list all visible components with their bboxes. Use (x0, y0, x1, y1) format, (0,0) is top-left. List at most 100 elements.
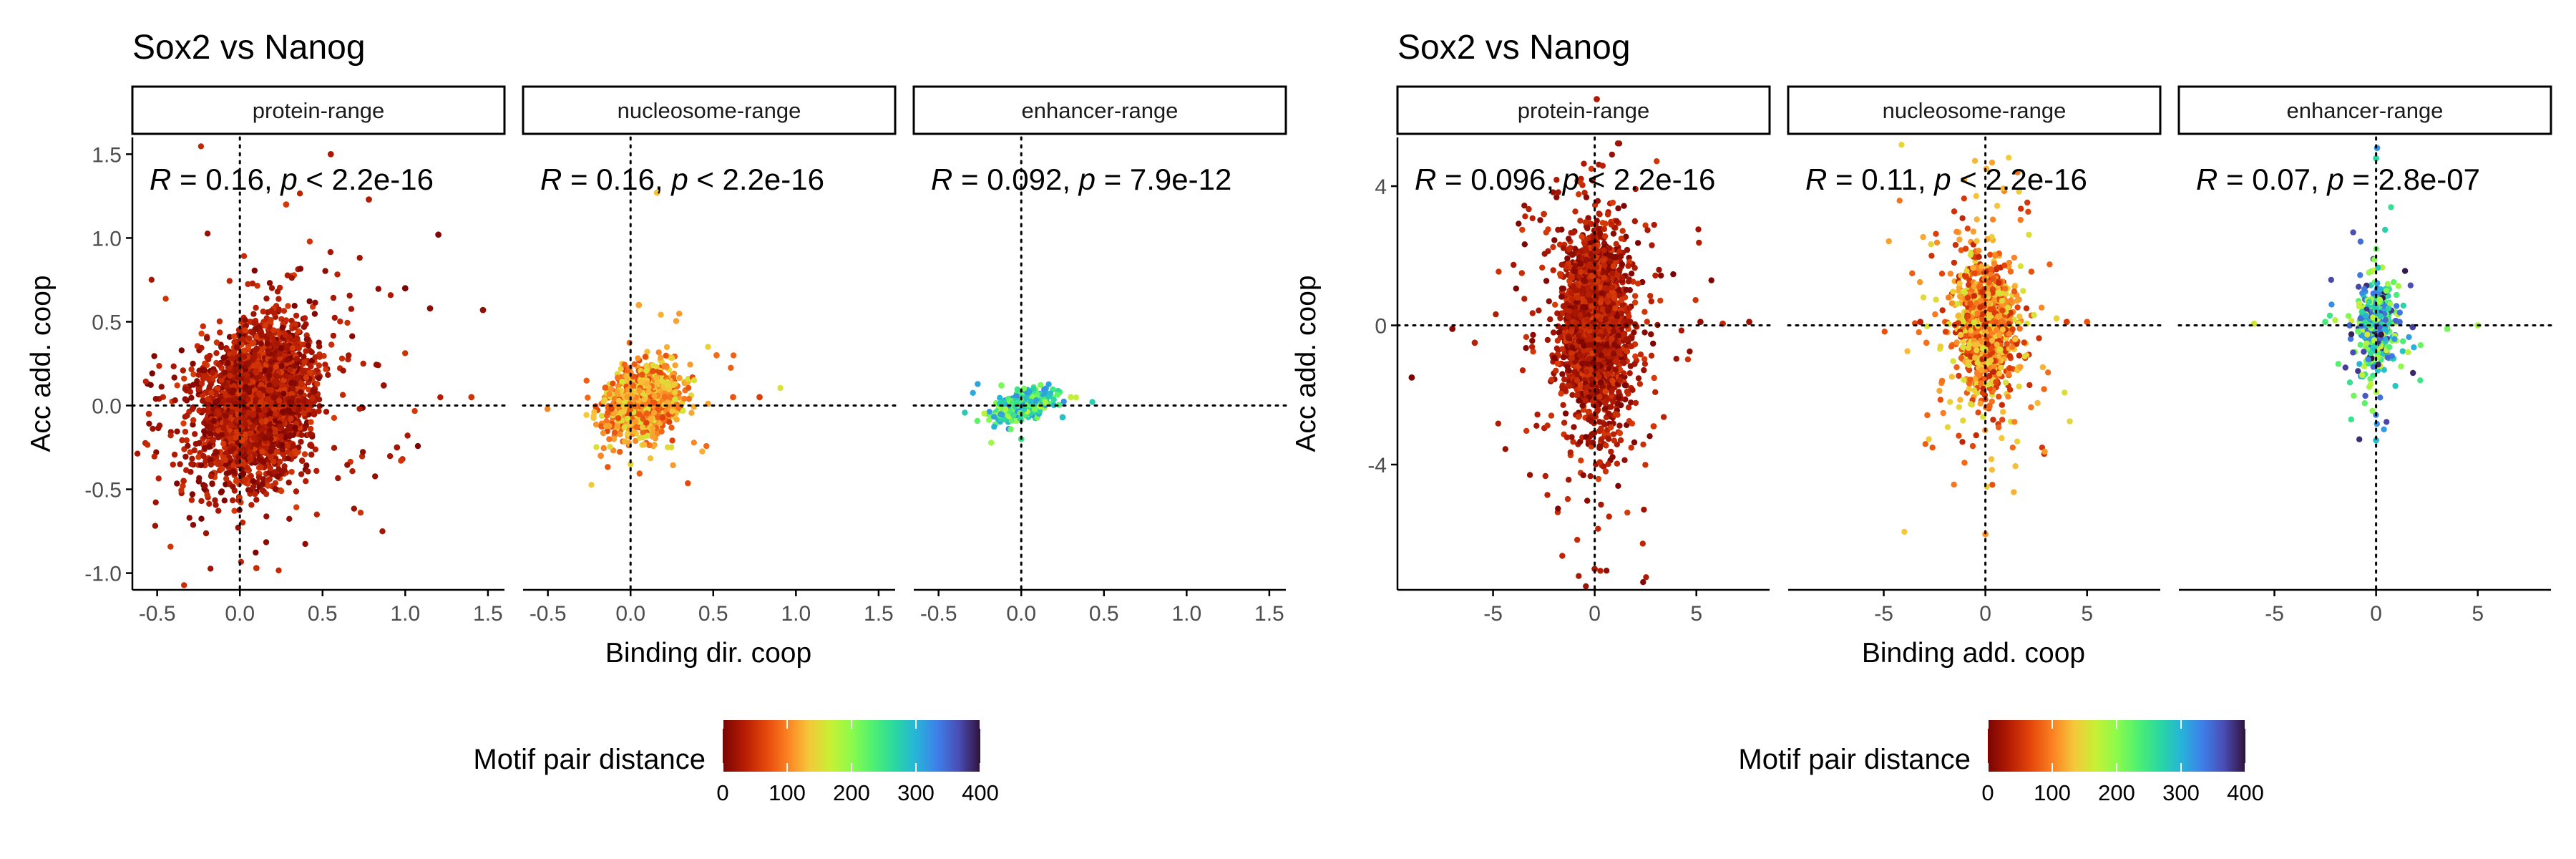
data-point (301, 451, 308, 457)
data-point (602, 384, 609, 391)
data-point (268, 308, 274, 314)
data-point (266, 367, 273, 373)
data-point (212, 497, 218, 503)
data-point (171, 374, 177, 381)
data-point (292, 424, 298, 431)
data-point (307, 369, 313, 376)
data-point (152, 396, 159, 402)
data-point (650, 409, 658, 416)
data-point (204, 230, 211, 237)
outlier-point (1068, 394, 1074, 401)
data-point (200, 407, 207, 414)
data-point (233, 477, 240, 483)
data-point (614, 374, 621, 381)
strip-label: protein-range (253, 98, 384, 123)
data-point (270, 458, 277, 465)
data-point (243, 384, 249, 390)
data-point (198, 330, 205, 337)
data-point (217, 329, 223, 336)
data-point (273, 410, 279, 417)
data-point (327, 249, 334, 256)
data-point (611, 430, 618, 436)
data-point (308, 425, 314, 432)
annotation-part: 0.16 (596, 162, 655, 196)
data-point (283, 317, 289, 324)
data-point (186, 515, 192, 521)
data-point (1014, 386, 1021, 393)
data-point (777, 384, 784, 392)
data-point (263, 539, 270, 545)
data-point (203, 530, 210, 537)
data-point (328, 341, 335, 348)
strip-label: enhancer-range (1022, 98, 1179, 123)
outlier-point (756, 394, 763, 401)
y-tick-label: 0 (1375, 315, 1387, 339)
data-point (293, 312, 300, 319)
data-point (189, 406, 196, 412)
strip-label: nucleosome-range (618, 98, 801, 123)
data-point (639, 372, 645, 378)
annotation-part: p (670, 162, 688, 196)
data-point (298, 471, 305, 477)
data-point (411, 407, 418, 414)
data-point (188, 461, 195, 467)
data-point (305, 342, 311, 349)
data-point (225, 397, 233, 404)
data-point (181, 582, 187, 588)
data-point (279, 324, 286, 331)
data-point (308, 419, 314, 425)
data-point (190, 360, 196, 367)
data-point (251, 320, 258, 326)
data-point (402, 350, 409, 356)
legend-tick-label: 300 (897, 780, 935, 805)
data-point (249, 423, 256, 430)
data-point (288, 415, 294, 422)
data-point (349, 333, 356, 339)
data-point (605, 464, 611, 470)
data-point (658, 428, 665, 435)
annotation-part: = (171, 162, 205, 196)
data-point (265, 387, 273, 394)
data-point (334, 271, 341, 278)
data-point (1651, 374, 1657, 382)
data-point (655, 349, 662, 356)
data-point (357, 510, 364, 516)
data-point (974, 417, 981, 424)
data-point (1010, 412, 1017, 418)
data-point (676, 311, 683, 317)
data-point (178, 347, 185, 354)
x-tick-label: 0.0 (1006, 602, 1036, 626)
data-point (200, 453, 207, 460)
data-point (606, 422, 613, 430)
data-point (300, 398, 307, 404)
outlier-point (283, 201, 290, 208)
data-point (1033, 397, 1040, 404)
data-point (970, 389, 976, 396)
data-point (633, 418, 639, 425)
data-point (659, 414, 666, 421)
data-point (309, 394, 316, 402)
annotation-part: 0.092 (987, 162, 1062, 196)
data-point (242, 422, 249, 428)
data-point (218, 432, 225, 438)
data-point (200, 376, 207, 382)
data-point (312, 446, 319, 452)
data-point (585, 394, 591, 401)
data-point (148, 276, 155, 283)
data-point (190, 382, 197, 388)
data-point (643, 410, 650, 417)
data-point (346, 292, 353, 299)
legend-tick-label: 0 (716, 780, 728, 805)
panel-enhancer-range: enhancer-range-0.5 0.0 0.5 1.0 1.5R = 0.092,… (912, 85, 1287, 626)
data-point (202, 482, 208, 489)
data-point (275, 306, 282, 313)
data-point (251, 267, 258, 274)
data-point (258, 346, 265, 352)
data-point (962, 409, 968, 416)
outlier-point (380, 382, 387, 389)
data-point (250, 311, 257, 317)
data-point (190, 417, 197, 424)
data-point (240, 253, 248, 259)
x-tick-label: -0.5 (920, 602, 957, 626)
